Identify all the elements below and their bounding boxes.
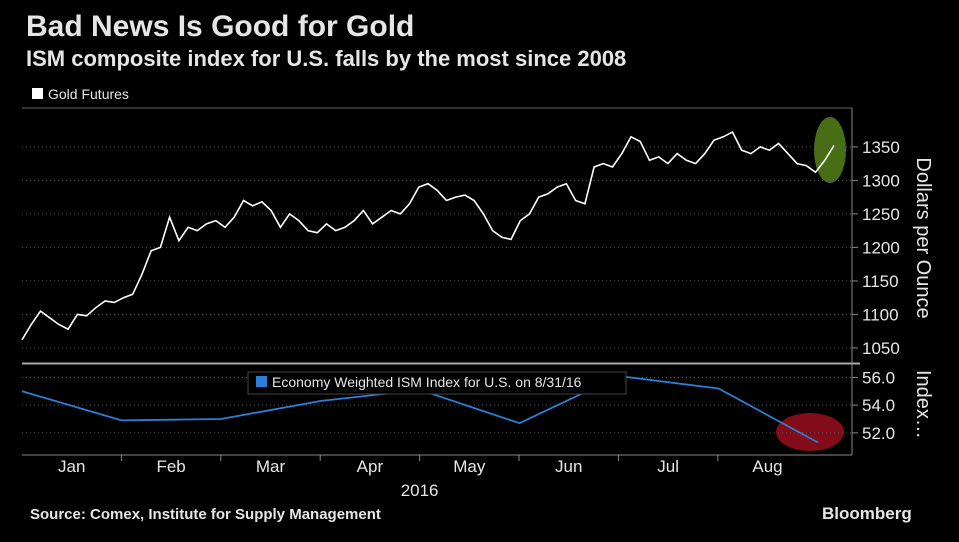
legend-label: Gold Futures	[48, 86, 129, 102]
x-tick-label: Jul	[657, 457, 679, 476]
subtitle: ISM composite index for U.S. falls by th…	[26, 46, 626, 71]
y-tick-label: 1200	[862, 238, 900, 257]
y-tick-label: 56.0	[862, 368, 895, 387]
x-axis-label: 2016	[401, 481, 439, 500]
source: Source: Comex, Institute for Supply Mana…	[30, 506, 381, 523]
x-tick-label: Apr	[357, 457, 384, 476]
y-tick-label: 1300	[862, 171, 900, 190]
legend-label: Economy Weighted ISM Index for U.S. on 8…	[272, 374, 582, 390]
highlight	[776, 413, 844, 451]
y-axis-label: Dollars per Ounce	[912, 157, 934, 318]
y-axis-label: Index…	[912, 370, 934, 439]
legend-swatch	[32, 88, 43, 99]
y-tick-label: 1050	[862, 339, 900, 358]
y-tick-label: 1350	[862, 138, 900, 157]
y-tick-label: 1150	[862, 272, 899, 291]
x-tick-label: Aug	[752, 457, 782, 476]
x-tick-label: Feb	[156, 457, 185, 476]
line	[21, 131, 835, 341]
logo: Bloomberg	[822, 504, 912, 523]
x-tick-label: May	[453, 457, 486, 476]
y-tick-label: 1250	[862, 205, 900, 224]
legend-swatch	[256, 376, 267, 387]
y-tick-label: 54.0	[862, 396, 895, 415]
x-tick-label: Jan	[58, 457, 85, 476]
y-tick-label: 52.0	[862, 424, 895, 443]
title: Bad News Is Good for Gold	[26, 10, 414, 43]
x-tick-label: Mar	[256, 457, 286, 476]
y-tick-label: 1100	[862, 305, 899, 324]
highlight	[814, 117, 846, 183]
x-tick-label: Jun	[555, 457, 582, 476]
legend-box	[247, 371, 627, 395]
